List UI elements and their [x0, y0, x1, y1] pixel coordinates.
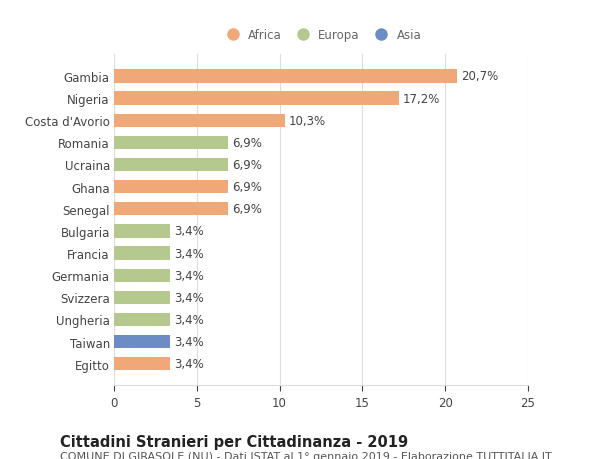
Text: Cittadini Stranieri per Cittadinanza - 2019: Cittadini Stranieri per Cittadinanza - 2…: [60, 434, 408, 449]
Bar: [114, 269, 170, 282]
Legend: Africa, Europa, Asia: Africa, Europa, Asia: [216, 25, 426, 47]
Text: 6,9%: 6,9%: [232, 136, 262, 150]
Bar: [114, 357, 170, 370]
Text: 6,9%: 6,9%: [232, 181, 262, 194]
Text: 20,7%: 20,7%: [461, 70, 498, 83]
Bar: [114, 291, 170, 304]
Bar: [114, 313, 170, 326]
Bar: [114, 70, 457, 84]
Text: 6,9%: 6,9%: [232, 203, 262, 216]
Bar: [114, 335, 170, 348]
Text: COMUNE DI GIRASOLE (NU) - Dati ISTAT al 1° gennaio 2019 - Elaborazione TUTTITALI: COMUNE DI GIRASOLE (NU) - Dati ISTAT al …: [60, 451, 552, 459]
Bar: [114, 158, 228, 172]
Bar: [114, 202, 228, 216]
Text: 3,4%: 3,4%: [175, 247, 204, 260]
Text: 6,9%: 6,9%: [232, 159, 262, 172]
Text: 3,4%: 3,4%: [175, 313, 204, 326]
Text: 10,3%: 10,3%: [289, 114, 326, 128]
Text: 3,4%: 3,4%: [175, 291, 204, 304]
Bar: [114, 92, 399, 106]
Bar: [114, 136, 228, 150]
Bar: [114, 180, 228, 194]
Text: 3,4%: 3,4%: [175, 358, 204, 370]
Bar: [114, 225, 170, 238]
Bar: [114, 247, 170, 260]
Text: 3,4%: 3,4%: [175, 269, 204, 282]
Bar: [114, 114, 284, 128]
Text: 3,4%: 3,4%: [175, 225, 204, 238]
Text: 3,4%: 3,4%: [175, 336, 204, 348]
Text: 17,2%: 17,2%: [403, 92, 440, 105]
